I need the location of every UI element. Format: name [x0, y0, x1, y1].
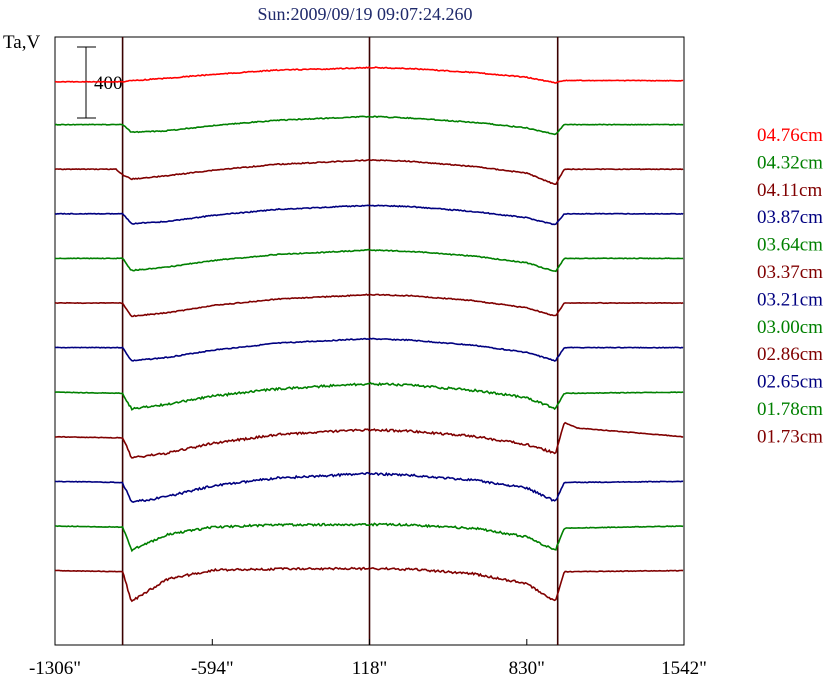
x-tick-label: 118"	[352, 658, 388, 679]
legend-entry: 03.37cm	[757, 262, 823, 283]
legend-entry: 02.86cm	[757, 344, 823, 365]
series-line-02.65cm	[54, 471, 684, 503]
scale-bar: 400	[77, 46, 123, 119]
x-tick-label: -1306"	[29, 658, 81, 679]
series-line-02.86cm	[54, 421, 684, 459]
series-line-03.64cm	[54, 248, 684, 273]
legend-entry: 01.78cm	[757, 399, 823, 420]
legend-entry: 01.73cm	[757, 426, 823, 447]
x-tick-label: -594"	[191, 658, 234, 679]
series-line-03.00cm	[54, 381, 684, 411]
series-line-03.87cm	[54, 204, 684, 226]
x-tick-label: 830"	[509, 658, 545, 679]
series-line-01.78cm	[54, 522, 684, 553]
series-line-03.37cm	[54, 293, 684, 318]
legend-entry: 04.11cm	[757, 180, 822, 201]
legend-entry: 02.65cm	[757, 372, 823, 393]
series-line-01.73cm	[54, 566, 684, 603]
legend-entry: 03.00cm	[757, 317, 823, 338]
legend: 04.76cm 04.32cm 04.11cm 03.87cm 03.64cm 03.37…	[757, 125, 823, 447]
legend-entry: 04.76cm	[757, 125, 823, 146]
legend-entry: 03.21cm	[757, 289, 823, 310]
series-line-04.76cm	[54, 66, 684, 84]
legend-entry: 04.32cm	[757, 152, 823, 173]
series-line-04.32cm	[54, 115, 684, 136]
x-axis-ticks: -1306" -594" 118" 830" 1542"	[29, 639, 707, 679]
y-axis-label: Ta,V	[3, 32, 40, 53]
legend-entry: 03.64cm	[757, 235, 823, 256]
legend-entry: 03.87cm	[757, 207, 823, 228]
scale-bar-label: 400	[94, 73, 123, 94]
x-tick-label: 1542"	[661, 658, 707, 679]
series-layer	[54, 66, 684, 603]
series-line-04.11cm	[54, 158, 684, 185]
chart-title: Sun:2009/09/19 09:07:24.260	[257, 4, 472, 24]
series-line-03.21cm	[54, 337, 684, 362]
